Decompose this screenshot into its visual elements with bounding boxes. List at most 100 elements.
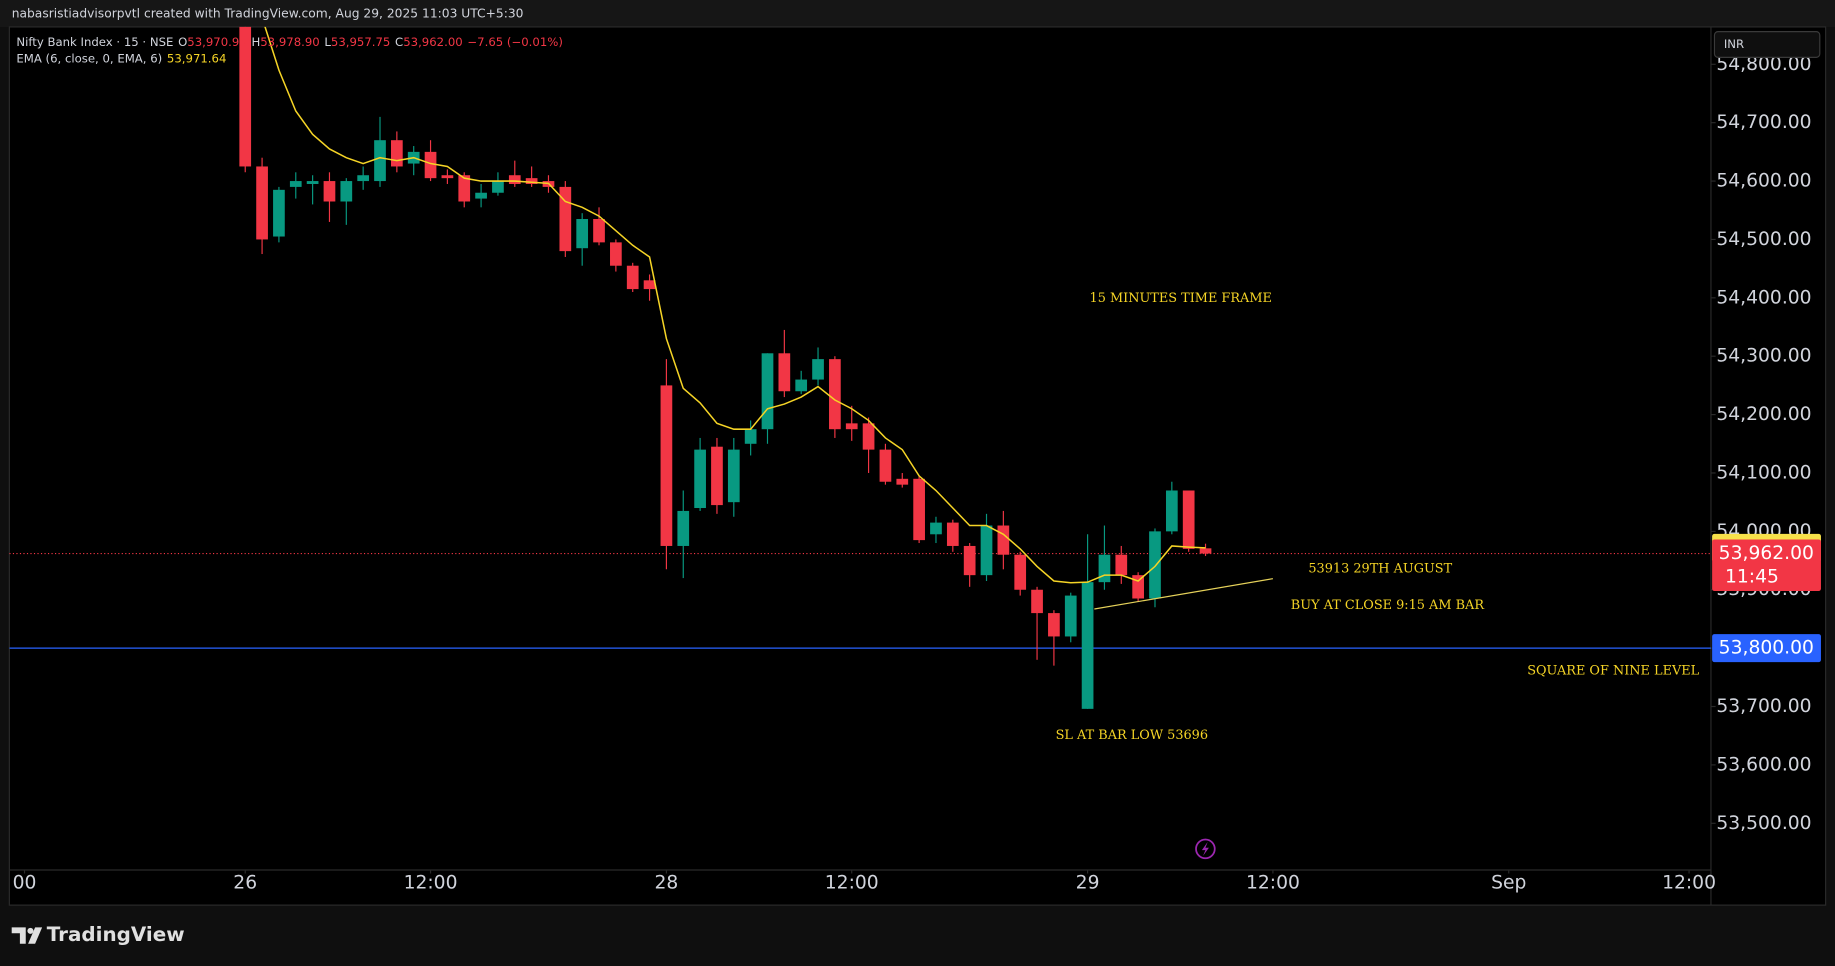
- candle-body: [1132, 575, 1144, 599]
- header-text: nabasristiadvisorpvtl created with Tradi…: [12, 7, 524, 21]
- annotation: SL AT BAR LOW 53696: [1056, 728, 1208, 743]
- candle-body: [1014, 554, 1027, 590]
- candle-body: [694, 449, 706, 509]
- candle-body: [1064, 595, 1077, 637]
- countdown: 11:45: [1725, 566, 1779, 587]
- candle-body: [424, 151, 437, 179]
- candle-body: [256, 166, 268, 240]
- ohlc-label: L: [324, 35, 331, 49]
- annotation: SQUARE OF NINE LEVEL: [1527, 663, 1699, 678]
- candle-body: [1165, 490, 1178, 532]
- candle-body: [1098, 554, 1111, 583]
- candle-body: [862, 423, 875, 450]
- candle-body: [593, 219, 605, 243]
- price-label-box: [1712, 634, 1821, 663]
- annotation: 15 MINUTES TIME FRAME: [1090, 291, 1272, 306]
- candle-body: [525, 178, 538, 184]
- candle-body: [778, 353, 791, 392]
- symbol: Nifty Bank Index · 15 · NSE: [16, 35, 173, 49]
- candle-body: [626, 265, 639, 290]
- annotation: BUY AT CLOSE 9:15 AM BAR: [1291, 598, 1485, 613]
- candle-body: [1149, 531, 1161, 599]
- x-tick-label: 00: [13, 872, 37, 893]
- candle-body: [727, 449, 740, 503]
- x-tick-label: 12:00: [404, 872, 458, 893]
- y-tick-label: 53,600.00: [1716, 754, 1811, 775]
- candle-body: [997, 525, 1010, 555]
- price-label: 53,800.00: [1719, 638, 1814, 659]
- candle-body: [761, 353, 774, 430]
- ohlc-label: O: [178, 35, 187, 49]
- top-bar: [0, 0, 1835, 27]
- ohlc-value: 53,962.00: [403, 35, 462, 49]
- candle-body: [441, 175, 454, 179]
- y-tick-label: 54,300.00: [1716, 346, 1811, 367]
- candle-body: [306, 181, 319, 184]
- candle-body: [1199, 548, 1212, 554]
- x-tick-label: 12:00: [825, 872, 879, 893]
- candle-body: [963, 545, 976, 576]
- y-tick-label: 54,500.00: [1716, 229, 1811, 250]
- candle-body: [475, 192, 487, 199]
- candle-body: [744, 429, 757, 444]
- candle-body: [357, 175, 370, 182]
- candle-body: [508, 175, 521, 184]
- plot-area: [9, 26, 1711, 709]
- event-icon[interactable]: [1195, 838, 1216, 860]
- price-label-box: [1712, 539, 1821, 592]
- candle-body: [829, 359, 841, 430]
- legend: Nifty Bank Index · 15 · NSE O53,970.95 H53…: [16, 35, 563, 49]
- candle-body: [677, 510, 690, 546]
- candle-body: [576, 219, 589, 249]
- brand-logo: [11, 927, 43, 944]
- candle-body: [323, 181, 336, 202]
- brand: TradingView: [47, 923, 185, 946]
- ohlc-label: H: [251, 35, 260, 49]
- ohlc-value: 53,978.90: [260, 35, 319, 49]
- candle-body: [289, 181, 302, 187]
- ohlc-value: 53,970.95: [187, 35, 246, 49]
- candle-body: [1115, 554, 1128, 576]
- trend-line: [1094, 578, 1274, 610]
- candle-body: [812, 359, 824, 380]
- y-tick-label: 54,100.00: [1716, 462, 1811, 483]
- candle-body: [930, 522, 942, 535]
- candle-body: [559, 186, 572, 252]
- candle-body: [660, 385, 673, 546]
- overlay: 53,500.00 53,600.00 53,700.00 53,800.00 53,9…: [13, 54, 1821, 893]
- event-icon-bolt: [1201, 841, 1209, 856]
- candle-body: [391, 140, 403, 167]
- ema-name: EMA (6, close, 0, EMA, 6): [16, 51, 162, 65]
- y-tick-label: 54,700.00: [1716, 112, 1811, 133]
- candle-body: [946, 522, 959, 546]
- currency-box[interactable]: [1713, 31, 1821, 58]
- candle-body: [1081, 582, 1094, 709]
- ohlc-value: 53,957.75: [331, 35, 390, 49]
- candle-body: [643, 280, 656, 290]
- ohlc-label: C: [395, 35, 403, 49]
- x-tick-label: 26: [233, 872, 257, 893]
- currency[interactable]: INR: [1724, 37, 1744, 51]
- y-tick-label: 54,400.00: [1716, 287, 1811, 308]
- x-tick-label: Sep: [1491, 872, 1526, 893]
- chart-frame: [8, 26, 1827, 906]
- y-tick-label: 54,200.00: [1716, 404, 1811, 425]
- ema-value: 53,971.64: [167, 51, 226, 65]
- candle-body: [896, 478, 909, 485]
- candle-body: [273, 189, 285, 237]
- x-tick-label: 12:00: [1662, 872, 1716, 893]
- y-tick-label: 53,500.00: [1716, 813, 1811, 834]
- annotation: 53913 29TH AUGUST: [1308, 562, 1452, 577]
- candle-body: [795, 379, 808, 392]
- candle-body: [340, 181, 353, 202]
- candle-body: [845, 423, 858, 430]
- candle-body: [1048, 613, 1060, 637]
- ema-legend: EMA (6, close, 0, EMA, 6) 53,971.64: [16, 51, 226, 65]
- candle-body: [913, 478, 925, 541]
- candle-body: [980, 525, 993, 576]
- candle-body: [239, 26, 252, 167]
- candle-body: [711, 446, 723, 506]
- candle-body: [374, 140, 386, 182]
- candle-body: [610, 242, 622, 266]
